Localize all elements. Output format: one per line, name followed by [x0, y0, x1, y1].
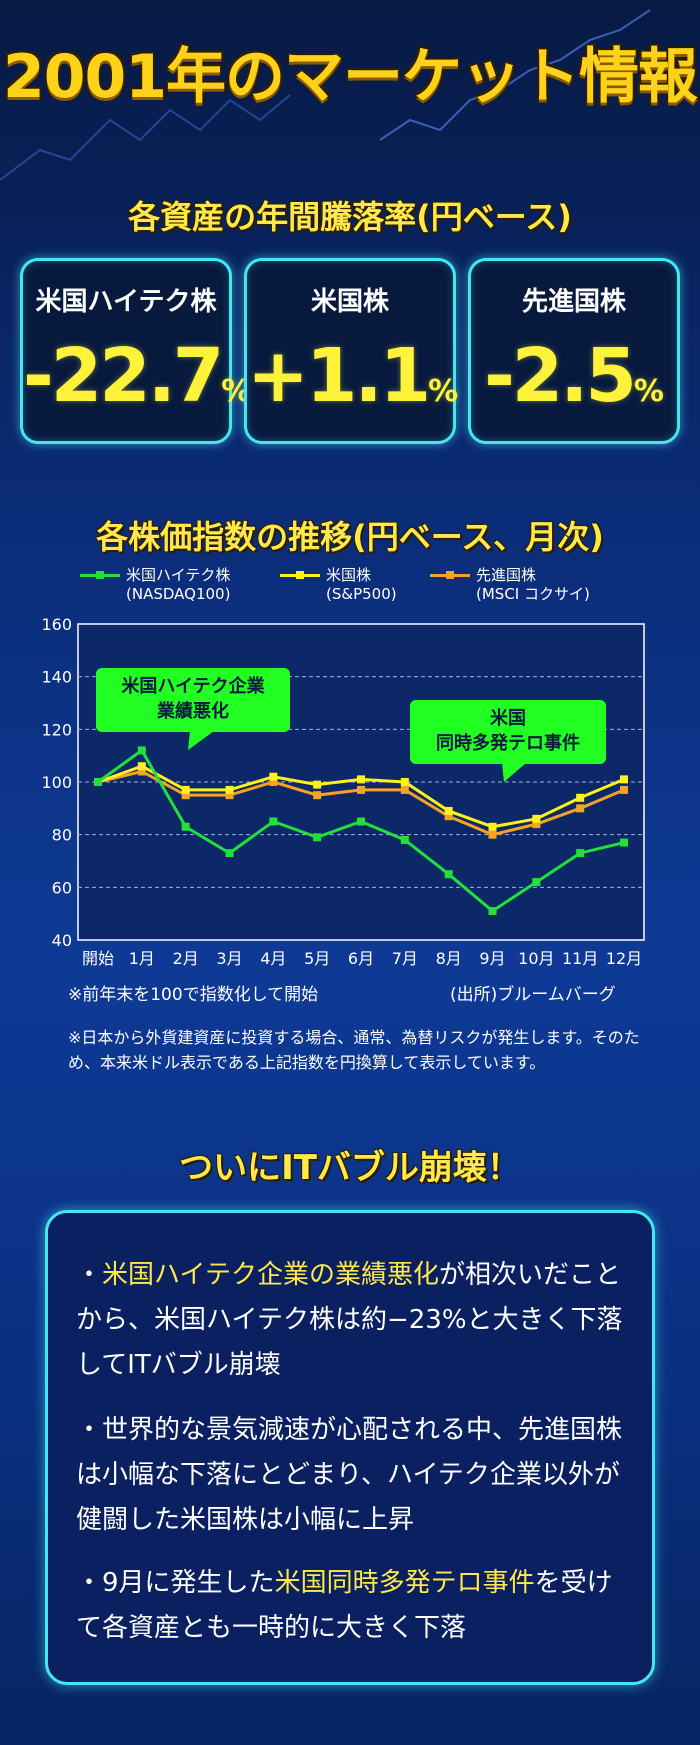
data-point: [444, 806, 453, 815]
data-point: [181, 822, 190, 831]
data-point: [313, 791, 322, 800]
x-tick-label: 6月: [348, 949, 374, 968]
section-title-index-trend: 各株価指数の推移(円ベース、月次): [96, 518, 604, 556]
card-developed-stock: 先進国株 -2.5%: [468, 258, 680, 444]
data-point: [181, 791, 190, 800]
y-tick-label: 100: [41, 773, 72, 792]
legend-name: 米国株: [326, 566, 372, 584]
data-point: [357, 817, 365, 826]
x-tick-label: 12月: [606, 949, 642, 968]
annotation-text: 米国ハイテク企業: [121, 675, 265, 697]
legend-name: 米国ハイテク株: [126, 566, 231, 584]
card-value: -22.7%: [23, 333, 252, 419]
section-title-it-bubble: ついにITバブル崩壊！: [179, 1148, 521, 1188]
card-us-hitech: 米国ハイテク株 -22.7%: [20, 258, 252, 444]
data-point: [532, 820, 541, 829]
x-tick-label: 7月: [392, 949, 418, 968]
annotation-box: [410, 700, 606, 764]
data-point: [620, 838, 628, 847]
data-point: [576, 804, 585, 813]
x-tick-label: 9月: [479, 949, 505, 968]
data-point: [269, 778, 278, 786]
data-point: [137, 767, 146, 776]
x-tick-label: 4月: [260, 949, 286, 968]
legend-swatch: [280, 571, 320, 579]
y-tick-label: 140: [41, 668, 72, 687]
data-point: [269, 772, 278, 781]
data-point: [532, 878, 541, 887]
x-tick-label: 開始: [82, 949, 114, 968]
data-point: [313, 833, 322, 842]
legend-swatch: [430, 571, 470, 579]
card-label: 先進国株: [521, 287, 626, 317]
legend-sub: (MSCI コクサイ): [476, 585, 590, 603]
data-point: [94, 778, 102, 786]
data-point: [400, 785, 409, 794]
data-point: [576, 849, 585, 858]
background-stock-lines: [0, 9, 651, 181]
data-point: [532, 814, 541, 823]
data-point: [488, 822, 497, 831]
x-tick-label: 3月: [216, 949, 242, 968]
x-tick-label: 10月: [518, 949, 554, 968]
return-cards: 米国ハイテク株 -22.7% 米国株 +1.1% 先進国株 -2.5%: [20, 258, 680, 444]
card-us-stock: 米国株 +1.1%: [244, 258, 459, 444]
data-point: [576, 793, 585, 802]
annotation-text: 同時多発テロ事件: [436, 732, 580, 754]
data-point: [269, 817, 278, 826]
data-point: [181, 785, 190, 794]
bullet-item: ・米国ハイテク企業の業績悪化が相次いだことから、米国ハイテク株は約−23%と大き…: [76, 1260, 623, 1380]
annotation-box: [96, 668, 290, 732]
data-point: [488, 907, 497, 916]
data-point: [620, 775, 628, 784]
data-point: [400, 778, 409, 786]
data-point: [137, 762, 146, 771]
x-tick-label: 8月: [436, 949, 462, 968]
data-point: [357, 775, 365, 784]
index-note: ※前年末を100で指数化して開始: [68, 985, 319, 1005]
annotation-pointer: [188, 731, 214, 750]
data-point: [225, 849, 234, 858]
bullet-item: ・世界的な景気減速が心配される中、先進国株は小幅な下落にとどまり、ハイテク企業以…: [76, 1415, 623, 1535]
legend-swatch: [80, 571, 120, 579]
summary-box: ・米国ハイテク企業の業績悪化が相次いだことから、米国ハイテク株は約−23%と大き…: [45, 1210, 655, 1685]
legend-name: 先進国株: [476, 566, 537, 584]
data-point: [620, 785, 628, 794]
section-title-annual-returns: 各資産の年間騰落率(円ベース): [128, 198, 572, 236]
y-tick-label: 160: [41, 615, 72, 634]
annotation-pointer: [502, 763, 526, 782]
data-point: [357, 785, 365, 794]
legend-sub: (NASDAQ100): [126, 585, 231, 603]
x-tick-label: 2月: [173, 949, 199, 968]
main-title: 2001年のマーケット情報: [3, 42, 698, 112]
x-tick-label: 5月: [304, 949, 330, 968]
card-label: 米国株: [310, 287, 389, 317]
x-tick-label: 11月: [562, 949, 598, 968]
data-point: [137, 746, 146, 755]
x-tick-label: 1月: [129, 949, 155, 968]
line-chart: 40 60 80 100 120 140 160 開始 1月 2月 3月 4月 5月 6月 7月 8月 9月 10…: [41, 615, 645, 968]
annotation-text: 業績悪化: [156, 700, 229, 722]
legend-sub: (S&P500): [326, 585, 397, 603]
card-value: +1.1%: [247, 333, 459, 419]
y-tick-label: 40: [52, 931, 72, 950]
y-tick-label: 80: [52, 826, 72, 845]
bullet-item: ・9月に発生した米国同時多発テロ事件を受けて各資産とも一時的に大きく下落: [76, 1568, 613, 1643]
data-point: [444, 870, 453, 879]
data-point: [400, 835, 409, 844]
card-value: -2.5%: [484, 333, 664, 419]
data-point: [444, 812, 453, 821]
source-note: (出所)ブルームバーグ: [450, 985, 616, 1005]
fx-note: ※日本から外貨建資産に投資する場合、通常、為替リスクが発生します。そのため、本来…: [68, 1028, 640, 1072]
data-point: [488, 830, 497, 839]
data-point: [225, 785, 234, 794]
data-point: [225, 791, 234, 800]
y-tick-label: 60: [52, 878, 72, 897]
y-tick-label: 120: [41, 720, 72, 739]
card-label: 米国ハイテク株: [35, 287, 217, 317]
chart-legend: 米国ハイテク株 (NASDAQ100) 米国株 (S&P500) 先進国株 (MSCI…: [80, 566, 660, 610]
annotation-text: 米国: [490, 707, 526, 729]
data-point: [313, 780, 322, 789]
